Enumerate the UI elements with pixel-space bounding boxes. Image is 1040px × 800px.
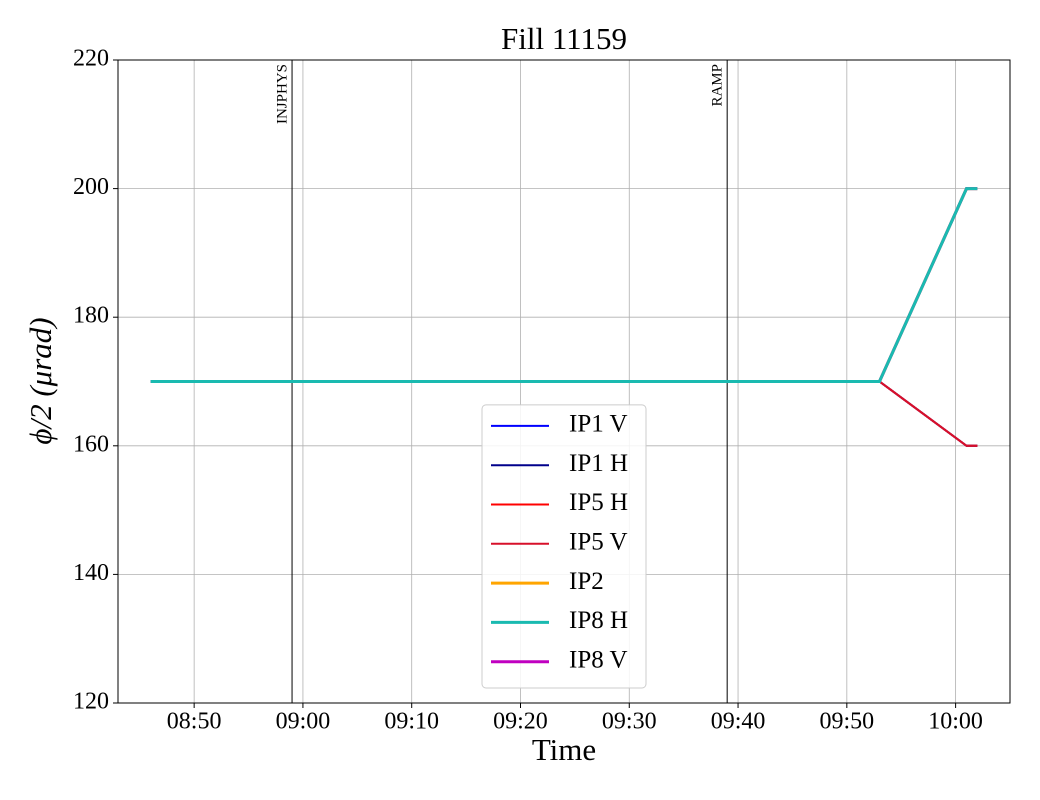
y-tick-label: 140 xyxy=(73,560,109,586)
x-tick-label: 10:00 xyxy=(928,709,983,735)
x-tick-label: 09:20 xyxy=(493,709,548,735)
chart-title: Fill 11159 xyxy=(501,21,627,56)
series-line xyxy=(150,187,978,383)
y-axis-label: ϕ/2 (μrad) xyxy=(23,317,58,444)
x-tick-label: 09:30 xyxy=(602,709,657,735)
legend-label: IP8 H xyxy=(569,607,628,634)
x-tick-label: 08:50 xyxy=(167,709,222,735)
legend-label: IP5 H xyxy=(569,489,628,516)
event-label: RAMP xyxy=(710,64,726,107)
legend-label: IP1 H xyxy=(569,450,628,477)
event-label: INJPHYS xyxy=(274,64,290,124)
y-tick-label: 220 xyxy=(73,46,109,72)
legend-label: IP2 xyxy=(569,568,604,595)
legend: IP1 V IP1 H IP5 H IP5 V IP2 IP8 H IP8 V xyxy=(481,404,647,689)
series-line xyxy=(150,187,978,383)
y-tick-label: 120 xyxy=(73,689,109,715)
x-tick-label: 09:40 xyxy=(711,709,766,735)
legend-box xyxy=(481,404,647,689)
legend-label: IP5 V xyxy=(569,529,628,556)
x-tick-label: 09:00 xyxy=(276,709,331,735)
plot-frame xyxy=(117,59,1011,704)
y-tick-label: 160 xyxy=(73,431,109,457)
legend-label: IP1 V xyxy=(569,411,628,438)
y-tick-label: 200 xyxy=(73,174,109,200)
legend-label: IP8 V xyxy=(569,646,628,673)
y-tick-label: 180 xyxy=(73,303,109,329)
x-axis-label: Time xyxy=(532,732,596,767)
series-line xyxy=(150,187,978,383)
x-tick-label: 09:50 xyxy=(819,709,874,735)
x-tick-label: 09:10 xyxy=(384,709,439,735)
